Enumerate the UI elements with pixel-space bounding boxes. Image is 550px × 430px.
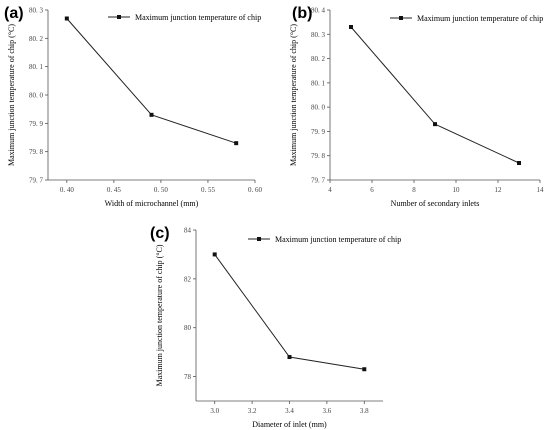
series-line: [66, 18, 237, 144]
y-tick-label: 79. 8: [311, 152, 326, 160]
y-tick-label: 80. 3: [29, 7, 44, 15]
y-tick-label: 80: [184, 324, 192, 332]
y-tick-label: 80. 0: [29, 92, 44, 100]
x-tick-label: 3.4: [285, 407, 294, 415]
y-tick-label: 82: [184, 275, 192, 283]
x-tick-label: 0. 50: [154, 186, 169, 194]
data-point: [287, 355, 292, 360]
panel-label: (b): [292, 5, 312, 22]
y-tick-label: 84: [184, 227, 192, 235]
y-axis-title: Maximum junction temperature of chip (°C…: [155, 244, 164, 386]
legend-marker: [257, 237, 261, 241]
x-tick-label: 4: [328, 186, 332, 194]
y-tick-label: 79. 8: [29, 148, 44, 156]
x-tick-label: 6: [370, 186, 374, 194]
series-line: [350, 26, 520, 164]
x-tick-label: 3.6: [323, 407, 332, 415]
data-point: [517, 161, 521, 165]
y-tick-label: 80. 0: [311, 104, 326, 112]
x-tick-label: 3.8: [360, 407, 369, 415]
data-point: [433, 122, 437, 127]
x-tick-label: 14: [537, 186, 545, 194]
y-tick-label: 80. 3: [311, 31, 326, 39]
panel-b: (b) 4 6 8 10 12 14 79. 7 79. 8 79. 9 80. 0 80. 1 80.…: [289, 5, 544, 208]
y-tick-label: 79. 7: [29, 177, 44, 185]
x-tick-label: 8: [412, 186, 416, 194]
y-tick-label: 80. 1: [29, 63, 44, 71]
y-tick-label: 80. 2: [29, 35, 44, 43]
x-tick-label: 10: [453, 186, 461, 194]
legend-label: Maximum junction temperature of chip: [135, 13, 261, 22]
legend-marker: [117, 15, 121, 19]
x-axis-title: Number of secondary inlets: [391, 199, 480, 208]
x-tick-label: 0. 55: [201, 186, 216, 194]
panel-label: (c): [150, 225, 170, 242]
x-tick-label: 0. 40: [60, 186, 75, 194]
legend-label: Maximum junction temperature of chip: [275, 235, 401, 244]
data-point: [349, 25, 353, 29]
x-tick-label: 0. 60: [248, 186, 263, 194]
y-tick-label: 80. 1: [311, 79, 326, 87]
legend-label: Maximum junction temperature of chip: [417, 14, 543, 23]
x-tick-label: 3.2: [248, 407, 257, 415]
y-tick-label: 80. 4: [311, 7, 326, 15]
panel-c: (c) 3.0 3.2 3.4 3.6 3.8 78 80 82 84 Diameter of in…: [150, 225, 401, 429]
data-point: [149, 112, 154, 117]
x-axis-title: Diameter of inlet (mm): [252, 420, 327, 429]
y-tick-label: 79. 7: [311, 177, 326, 185]
y-tick-label: 79. 9: [29, 120, 44, 128]
y-axis-title: Maximum junction temperature of chip (°C…: [289, 24, 298, 166]
legend-marker: [399, 16, 403, 20]
data-point: [362, 367, 367, 372]
x-tick-label: 3.0: [210, 407, 219, 415]
panel-a: (a) 0. 40 0. 45 0. 50 0. 55 0. 60 79. 7 79. 8 79…: [4, 5, 263, 208]
series-line: [214, 254, 365, 370]
y-tick-label: 78: [184, 373, 192, 381]
panel-label: (a): [4, 5, 24, 22]
data-point: [234, 141, 239, 146]
y-tick-label: 80. 2: [311, 55, 326, 63]
x-tick-label: 0. 45: [107, 186, 122, 194]
x-tick-label: 12: [495, 186, 503, 194]
data-point: [64, 16, 69, 21]
x-axis-title: Width of microchannel (mm): [105, 199, 199, 208]
data-point: [212, 252, 217, 257]
y-tick-label: 79. 9: [311, 128, 326, 136]
y-axis-title: Maximum junction temperature of chip (°C…: [7, 24, 16, 166]
